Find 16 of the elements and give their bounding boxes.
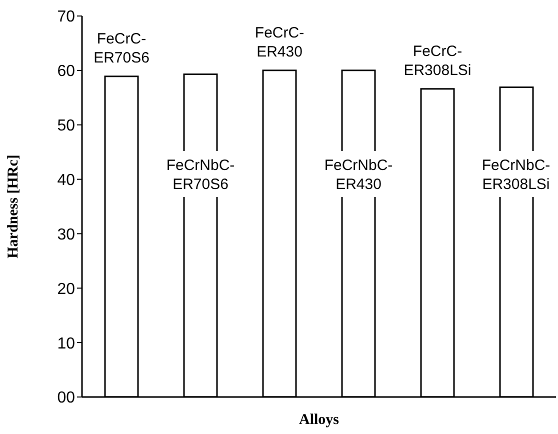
y-tick-label: 10 — [57, 335, 76, 352]
x-axis-title: Alloys — [298, 412, 340, 428]
y-axis-title: Hardness [HRc] — [5, 154, 22, 258]
y-tick-label: 40 — [57, 172, 76, 189]
x-tick-label: FeCrC-ER308LSi — [404, 42, 472, 79]
y-tick-label: 50 — [57, 118, 76, 135]
x-tick-label: FeCrC-ER70S6 — [94, 30, 150, 66]
x-tick-label: FeCrNbC-ER70S6 — [166, 157, 235, 193]
x-tick-label: FeCrNbC-ER308LSi — [482, 157, 550, 193]
y-tick-label: 00 — [57, 390, 76, 407]
y-tick-label: 60 — [57, 63, 76, 80]
y-tick-label: 30 — [57, 226, 76, 244]
y-tick-label: 20 — [57, 280, 76, 298]
x-tick-label: FeCrNbC-ER430 — [324, 157, 393, 193]
y-tick-label: 70 — [57, 8, 76, 26]
x-tick-label: FeCrC-ER430 — [254, 24, 304, 60]
